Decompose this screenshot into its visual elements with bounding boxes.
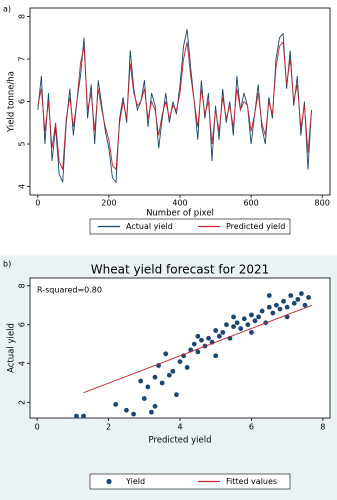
y-tick-label: 5 — [18, 141, 27, 146]
y-tick-label: 6 — [18, 322, 27, 327]
scatter-point — [231, 324, 236, 330]
scatter-point — [295, 296, 301, 302]
x-tick-label: 800 — [315, 199, 330, 208]
scatter-point — [163, 351, 169, 357]
series-line — [37, 40, 312, 171]
scatter-point — [145, 384, 151, 390]
x-tick-label: 4 — [177, 423, 182, 432]
x-tick-label: 400 — [172, 199, 187, 208]
scatter-point — [224, 322, 229, 328]
y-tick-label: 2 — [18, 400, 27, 405]
x-tick-label: 0 — [35, 423, 40, 432]
scatter-point — [152, 374, 158, 380]
x-axis-title: Number of pixel — [146, 209, 214, 219]
scatter-point — [266, 293, 272, 298]
y-axis-title: Yield tonne/ha — [7, 71, 17, 133]
scatter-point — [113, 401, 119, 407]
legend-label: Fitted values — [226, 477, 277, 486]
scatter-point — [206, 335, 211, 341]
scatter-point — [249, 330, 254, 335]
scatter-point — [174, 392, 179, 398]
legend-swatch — [106, 478, 112, 485]
scatter-point — [306, 295, 311, 300]
scatter-point — [138, 378, 144, 384]
scatter-point — [170, 368, 176, 374]
scatter-point — [281, 298, 286, 304]
legend-label: Predicted yield — [226, 222, 285, 231]
scatter-point — [213, 353, 219, 359]
scatter-point — [299, 291, 304, 296]
y-tick-label: 6 — [18, 99, 27, 104]
y-tick-label: 8 — [18, 283, 27, 288]
scatter-point — [241, 316, 247, 322]
scatter-point — [277, 306, 283, 312]
scatter-point — [159, 380, 165, 386]
scatter-point — [270, 310, 276, 316]
x-tick-label: 600 — [243, 199, 258, 208]
scatter-point — [284, 304, 290, 310]
x-tick-label: 8 — [320, 423, 325, 432]
x-axis-title: Predicted yield — [149, 436, 212, 446]
plot-area — [29, 277, 331, 419]
scatter-point — [256, 314, 261, 320]
scatter-point — [220, 330, 226, 335]
scatter-point — [266, 304, 272, 310]
x-tick-label: 6 — [249, 423, 254, 432]
scatter-point — [195, 349, 201, 355]
legend-box — [89, 473, 291, 490]
plot-area — [29, 7, 331, 196]
scatter-point — [213, 328, 219, 333]
scatter-point — [259, 308, 265, 314]
scatter-point — [249, 312, 254, 318]
y-tick-label: 4 — [18, 361, 27, 366]
x-tick-label: 200 — [101, 199, 116, 208]
scatter-point — [184, 365, 190, 370]
scatter-point — [234, 320, 240, 326]
scatter-point — [149, 409, 154, 415]
scatter-point — [199, 337, 204, 343]
scatter-point — [124, 407, 129, 413]
scatter-point — [191, 341, 197, 347]
scatter-point — [288, 293, 294, 298]
scatter-point — [252, 318, 258, 324]
y-axis-title: Actual yield — [7, 323, 17, 373]
scatter-point — [141, 396, 147, 401]
panel-label: a) — [3, 5, 11, 14]
scatter-point — [177, 359, 183, 365]
x-tick-label: 2 — [106, 423, 111, 432]
scatter-point — [81, 413, 86, 419]
scatter-point — [216, 333, 222, 339]
scatter-point — [302, 302, 308, 308]
scatter-point — [166, 372, 172, 378]
scatter-point — [152, 403, 158, 409]
scatter-point — [238, 326, 244, 331]
scatter-point — [131, 411, 136, 417]
legend-label: Yield — [125, 477, 145, 486]
annotation: R-squared=0.80 — [37, 286, 102, 295]
scatter-point — [231, 314, 236, 320]
scatter-point — [291, 300, 297, 306]
panel-label: b) — [3, 260, 11, 269]
x-tick-label: 0 — [35, 199, 40, 208]
scatter-point — [274, 302, 279, 308]
legend-label: Actual yield — [126, 222, 173, 231]
series-line — [83, 304, 313, 394]
y-tick-label: 7 — [18, 56, 27, 61]
scatter-point — [74, 413, 79, 419]
scatter-point — [195, 333, 201, 339]
y-tick-label: 4 — [18, 184, 27, 189]
chart-title: Wheat yield forecast for 2021 — [91, 263, 270, 277]
y-tick-label: 8 — [18, 14, 27, 19]
scatter-point — [245, 322, 251, 328]
legend-box — [89, 218, 291, 235]
